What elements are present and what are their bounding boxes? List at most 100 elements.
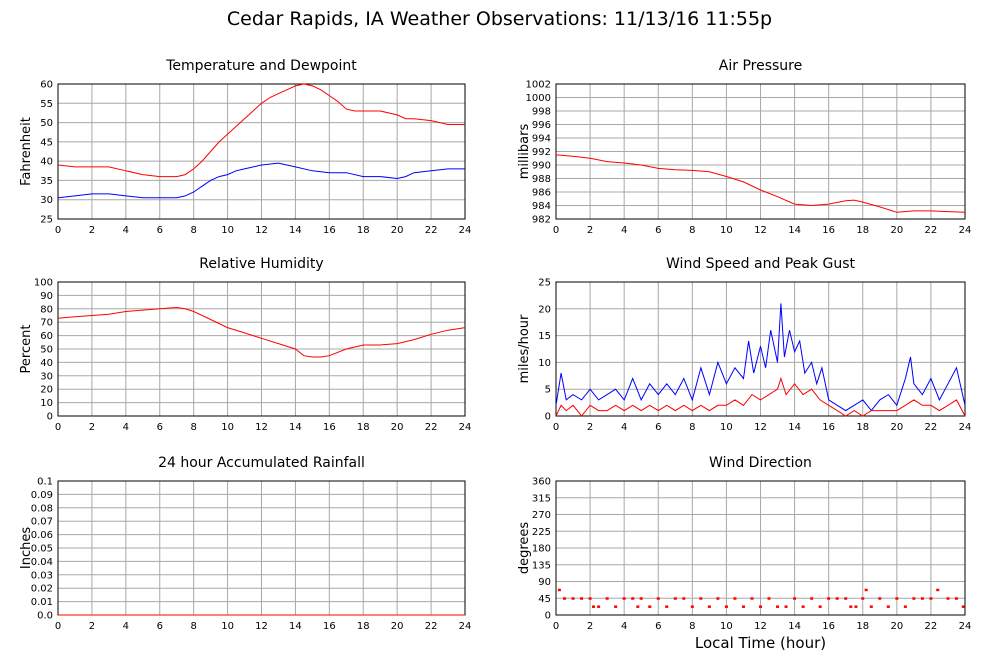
rh-xtick-label: 14: [289, 422, 302, 433]
wdir-point: [961, 605, 965, 608]
rain-xtick-label: 18: [357, 621, 370, 632]
pres-xtick-label: 6: [655, 225, 661, 236]
wdir-ytick-label: 90: [538, 577, 551, 588]
rh-ytick-label: 10: [40, 398, 53, 409]
rain-title: 24 hour Accumulated Rainfall: [158, 455, 365, 471]
wind-xtick-label: 14: [788, 422, 801, 433]
wind-ytick-label: 0: [545, 412, 551, 423]
wind-xtick-label: 4: [621, 422, 627, 433]
rh-frame: [57, 281, 466, 417]
wind-xtick-label: 22: [925, 422, 938, 433]
rain-ylabel: Inches: [19, 527, 34, 569]
wdir-point: [854, 605, 858, 608]
rh-ylabel: Percent: [19, 325, 34, 374]
rain-ytick-label: 0.04: [31, 557, 53, 568]
wdir-point: [784, 605, 788, 608]
wind-xtick-label: 10: [720, 422, 733, 433]
rh-title: Relative Humidity: [199, 256, 323, 272]
temp-ytick-label: 50: [40, 118, 53, 129]
temp-ytick-label: 45: [40, 137, 53, 148]
temp-ytick-label: 60: [40, 80, 53, 91]
wdir-point: [571, 597, 575, 600]
wind-xtick-label: 8: [689, 422, 695, 433]
pres-ylabel: millibars: [517, 124, 532, 180]
wind-series-1-line: [555, 376, 966, 417]
wdir-point: [954, 597, 958, 600]
pres-ytick-label: 988: [532, 174, 551, 185]
rh-ytick-label: 80: [40, 304, 53, 315]
wdir-point: [724, 605, 728, 608]
rh-ytick-label: 20: [40, 385, 53, 396]
rh-series-0-line: [57, 306, 466, 358]
wdir-ytick-label: 225: [532, 527, 551, 538]
wdir-point: [690, 605, 694, 608]
rh-xtick-label: 18: [357, 422, 370, 433]
wdir-point: [741, 605, 745, 608]
pres-ytick-label: 982: [532, 215, 551, 226]
wind-xtick-label: 18: [856, 422, 869, 433]
wdir-point: [597, 605, 601, 608]
rh-xtick-label: 24: [459, 422, 472, 433]
pres-ytick-label: 1002: [526, 80, 551, 91]
temp-xtick-label: 12: [255, 225, 268, 236]
rain-xtick-label: 4: [123, 621, 129, 632]
temp-xtick-label: 6: [157, 225, 163, 236]
rh-xtick-label: 0: [55, 422, 61, 433]
wdir-point: [903, 605, 907, 608]
wdir-point: [750, 597, 754, 600]
wdir-ytick-label: 270: [532, 510, 551, 521]
wdir-point: [827, 597, 831, 600]
rh-xtick-label: 16: [323, 422, 336, 433]
wdir-ytick-label: 315: [532, 493, 551, 504]
wdir-point: [622, 597, 626, 600]
rh-xtick-label: 4: [123, 422, 129, 433]
wind-xtick-label: 6: [655, 422, 661, 433]
wdir-point: [636, 605, 640, 608]
temp-series-0-line: [57, 83, 465, 178]
rh-xtick-label: 2: [89, 422, 95, 433]
rh-ytick-label: 50: [40, 345, 53, 356]
pres-ytick-label: 986: [532, 188, 551, 199]
wdir-xtick-label: 12: [754, 621, 767, 632]
x-axis-label: Local Time (hour): [694, 634, 827, 652]
temp-xtick-label: 14: [289, 225, 302, 236]
pres-xtick-label: 14: [788, 225, 801, 236]
wdir-point: [793, 597, 797, 600]
rh-ytick-label: 100: [34, 278, 53, 289]
pres-title: Air Pressure: [719, 58, 802, 74]
rain-xtick-label: 0: [55, 621, 61, 632]
pres-ytick-label: 984: [532, 201, 551, 212]
wdir-point: [707, 605, 711, 608]
pres-ytick-label: 994: [532, 134, 551, 145]
wind-ytick-label: 20: [538, 304, 551, 315]
rain-xtick-label: 2: [89, 621, 95, 632]
wdir-point: [656, 597, 660, 600]
temp-ytick-label: 55: [40, 99, 53, 110]
pres-xtick-label: 12: [754, 225, 767, 236]
wdir-point: [639, 597, 643, 600]
wind-ytick-label: 10: [538, 358, 551, 369]
wdir-point: [878, 597, 882, 600]
wdir-point: [864, 588, 868, 592]
rain-xtick-label: 10: [221, 621, 234, 632]
wind-xtick-label: 24: [959, 422, 972, 433]
wdir-point: [580, 597, 584, 600]
wdir-ytick-label: 360: [532, 477, 551, 488]
rain-ytick-label: 0.07: [31, 517, 53, 528]
wdir-ylabel: degrees: [517, 522, 532, 575]
temp-xtick-label: 0: [55, 225, 61, 236]
wdir-point: [886, 605, 890, 608]
wdir-ytick-label: 180: [532, 544, 551, 555]
wdir-xtick-label: 0: [553, 621, 559, 632]
wdir-point: [895, 597, 899, 600]
rh-ytick-label: 40: [40, 358, 53, 369]
temp-xtick-label: 2: [89, 225, 95, 236]
wdir-point: [557, 588, 561, 592]
wdir-point: [801, 605, 805, 608]
